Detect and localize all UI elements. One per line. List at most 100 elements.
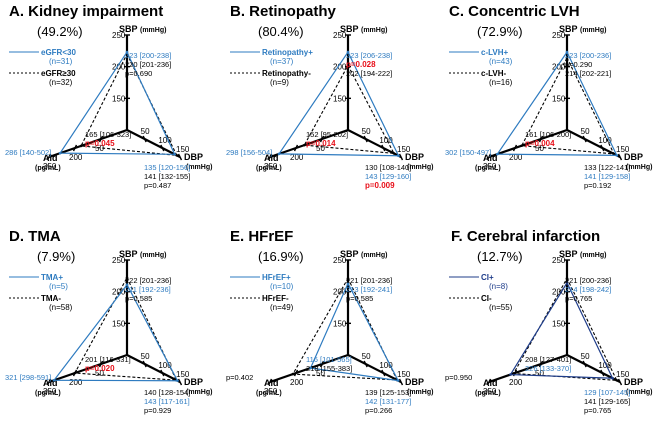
ald-tick-label: 50 <box>535 144 544 153</box>
legend-n-1: (n=8) <box>489 282 508 291</box>
sbp-tick-label: 150 <box>333 94 347 103</box>
dbp-annotation-1: 129 [107-145] <box>584 388 630 397</box>
dbp-annotation-1: 140 [128-154] <box>144 388 190 397</box>
ald-axis <box>48 128 128 159</box>
series-point-2 <box>346 277 350 280</box>
series-point-2 <box>565 277 569 280</box>
dbp-tick <box>142 135 147 143</box>
ald-axis <box>269 128 349 159</box>
series-point-1 <box>397 154 400 158</box>
dbp-annotation-2: 143 [117-161] <box>144 397 190 406</box>
dbp-tick-label: 150 <box>616 145 630 154</box>
panel-title: E. HFrEF <box>230 228 293 245</box>
series-point-1 <box>615 154 619 157</box>
ald-annotation-3: 298 [156-504] <box>226 148 272 157</box>
ald-annotation-1: 161 [106-200] <box>525 130 571 139</box>
ald-annotation-3: p=0.402 <box>226 373 253 382</box>
legend-n-2: (n=58) <box>49 303 73 312</box>
dbp-tick <box>363 360 368 368</box>
dbp-tick <box>617 378 623 386</box>
ald-annotation-3: p=0.950 <box>445 373 472 382</box>
series-point-2 <box>392 152 396 155</box>
series-point-2 <box>520 144 524 147</box>
ald-annotation-2: p=0.045 <box>85 139 115 148</box>
series-point-2 <box>303 143 306 147</box>
sbp-tick-label: 150 <box>112 319 126 328</box>
legend-n-2: (n=49) <box>270 303 294 312</box>
dbp-tick <box>381 144 386 152</box>
panel-percent: (80.4%) <box>258 24 304 39</box>
dbp-axis <box>566 354 621 383</box>
series-point-2 <box>615 379 619 382</box>
sbp-axis-unit: (mmHg) <box>580 27 606 34</box>
dbp-annotation-2: 141 [129-165] <box>584 397 630 406</box>
series-point-1 <box>496 152 499 156</box>
sbp-tick-label: 150 <box>333 319 347 328</box>
sbp-axis-label: SBP <box>119 249 138 259</box>
panel-percent: (12.7%) <box>477 249 523 264</box>
dbp-tick-label: 100 <box>379 361 393 370</box>
sbp-annotation-3: p=0.585 <box>125 294 152 303</box>
dbp-annotation-2: 143 [129-160] <box>365 172 411 181</box>
sbp-annotation-1: 222 [201-236] <box>125 276 171 285</box>
series-point-2 <box>612 152 616 156</box>
dbp-axis-unit: (mmHg) <box>407 389 433 396</box>
ald-annotation-3: 302 [150-497] <box>445 148 491 157</box>
dbp-tick <box>160 144 165 152</box>
panel-title: C. Concentric LVH <box>449 3 580 20</box>
sbp-axis-unit: (mmHg) <box>140 27 166 34</box>
dbp-annotation-1: 135 [120-156] <box>144 163 190 172</box>
sbp-axis-unit: (mmHg) <box>580 252 606 259</box>
dbp-tick-label: 100 <box>158 136 172 145</box>
panel-title: F. Cerebral infarction <box>451 228 600 245</box>
panel-percent: (7.9%) <box>37 249 75 264</box>
ald-tick <box>319 135 325 143</box>
sbp-annotation-3: p=0.765 <box>565 294 592 303</box>
dbp-annotation-3: p=0.266 <box>365 406 392 415</box>
dbp-annotation-3: p=0.487 <box>144 181 171 190</box>
legend-label-1: Retinopathy+ <box>262 48 313 57</box>
sbp-annotation-2: 211 [192-236] <box>125 285 171 294</box>
dbp-tick <box>582 360 587 368</box>
sbp-tick-label: 200 <box>112 63 126 72</box>
legend-n-2: (n=32) <box>49 78 73 87</box>
series-point-1 <box>125 50 129 54</box>
panel-percent: (49.2%) <box>37 24 83 39</box>
ald-annotation-1: 116 [101-565] <box>306 355 352 364</box>
ald-axis-label: Ald <box>483 378 498 388</box>
ald-tick <box>46 153 52 161</box>
dbp-tick <box>381 369 386 377</box>
dbp-annotation-3: p=0.009 <box>365 181 395 190</box>
sbp-axis-label: SBP <box>119 24 138 34</box>
dbp-tick <box>160 369 165 377</box>
sbp-tick-label: 250 <box>112 31 126 40</box>
ald-tick <box>267 378 273 386</box>
sbp-axis-unit: (mmHg) <box>140 252 166 259</box>
ald-axis-unit: (pg/mL) <box>256 390 282 397</box>
ald-tick <box>538 360 544 368</box>
dbp-axis-unit: (mmHg) <box>626 389 652 396</box>
legend-label-1: HFrEF+ <box>262 273 291 282</box>
ald-tick <box>512 144 518 152</box>
ald-annotation-2: 218 [155-383] <box>306 364 352 373</box>
legend-label-2: HFrEF- <box>262 294 289 303</box>
legend-label-1: CI+ <box>481 273 494 282</box>
sbp-annotation-1: 223 [200-236] <box>565 51 611 60</box>
sbp-annotation-3: p=0.585 <box>346 294 373 303</box>
ald-annotation-3: 321 [298-591] <box>5 373 51 382</box>
legend-label-2: TMA- <box>41 294 61 303</box>
legend-label-1: TMA+ <box>41 273 63 282</box>
ald-tick <box>319 360 325 368</box>
dbp-tick-label: 150 <box>176 145 190 154</box>
legend-label-2: CI- <box>481 294 492 303</box>
series-point-1 <box>173 153 176 156</box>
series-point-1 <box>396 379 400 382</box>
series-point-2 <box>79 144 83 148</box>
series-point-1 <box>277 152 281 156</box>
series-point-1 <box>565 50 569 54</box>
dbp-tick-label: 100 <box>158 361 172 370</box>
legend-n-1: (n=31) <box>49 57 73 66</box>
dbp-annotation-1: 130 [108-140] <box>365 163 411 172</box>
ald-axis <box>488 353 568 384</box>
